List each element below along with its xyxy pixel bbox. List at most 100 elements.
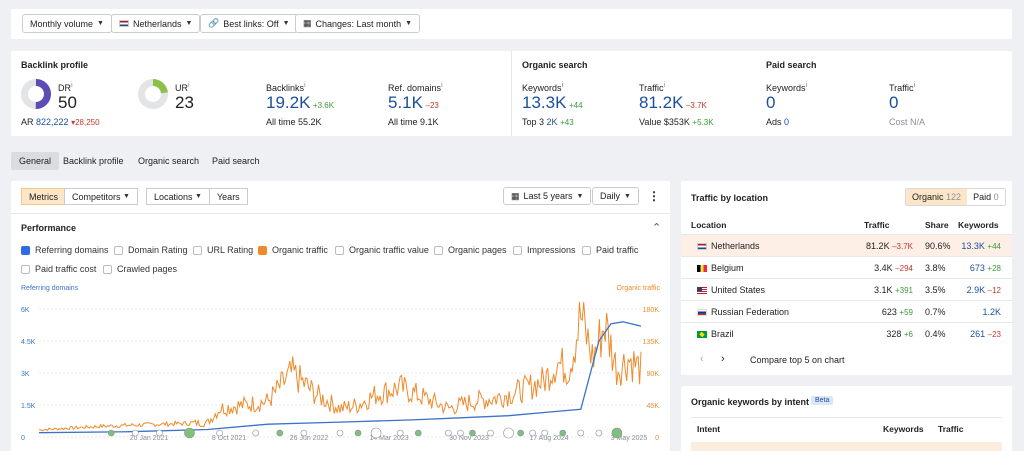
row-traffic: 3.4K –294 xyxy=(874,263,913,273)
row-traffic: 81.2K –3.7K xyxy=(866,241,913,251)
us-flag-icon xyxy=(697,287,707,294)
segment-competitors[interactable]: Competitors ▼ xyxy=(64,188,138,205)
annotation-marker xyxy=(457,429,464,437)
table-row[interactable]: Russian Federation 623 +59 0.7% 1.2K xyxy=(681,300,1012,322)
toggle-organic[interactable]: Organic 122 xyxy=(906,189,968,205)
location-header: Location Traffic Share Keywords xyxy=(681,217,1012,235)
tab-paid-search[interactable]: Paid search xyxy=(212,156,260,166)
checkbox-box xyxy=(335,245,344,255)
backlinks-label: Backlinksi xyxy=(266,80,306,93)
dr-value: 50 xyxy=(58,93,77,112)
checkbox-impressions[interactable]: Impressions xyxy=(513,245,576,255)
checkbox-box xyxy=(114,245,123,255)
be-flag-icon xyxy=(697,265,707,272)
x-tick-label: 26 Jun 2022 xyxy=(290,435,329,442)
organic-traffic-label: Traffici xyxy=(639,80,666,93)
chevron-down-icon: ▼ xyxy=(195,193,202,200)
right-axis-label: Organic traffic xyxy=(616,285,660,292)
intent-header-intent: Intent xyxy=(697,424,721,434)
table-row[interactable]: Brazil 328 +6 0.4% 261 –23 xyxy=(681,322,1012,344)
checkbox-url-rating[interactable]: URL Rating xyxy=(193,245,253,255)
more-options-icon[interactable]: ⋮ xyxy=(648,189,660,203)
tab-general[interactable]: General xyxy=(11,152,60,170)
ref-domains-alltime: All time 9.1K xyxy=(388,117,439,127)
annotation-marker xyxy=(517,429,524,437)
checkbox-referring-domains[interactable]: Referring domains xyxy=(21,245,109,255)
toggle-paid[interactable]: Paid 0 xyxy=(973,192,999,202)
country-dropdown[interactable]: Netherlands ▼ xyxy=(111,14,201,33)
header-traffic[interactable]: Traffic xyxy=(864,220,890,230)
chevron-down-icon: ▼ xyxy=(97,20,104,27)
netherlands-flag-icon xyxy=(119,20,129,27)
dr-label: DRi xyxy=(58,80,73,93)
checkbox-organic-traffic[interactable]: Organic traffic xyxy=(258,245,328,255)
header-location[interactable]: Location xyxy=(691,220,727,230)
table-row[interactable]: United States 3.1K +391 3.5% 2.9K –12 xyxy=(681,278,1012,300)
paid-traffic-value[interactable]: 0 xyxy=(889,93,899,112)
tab-organic-search[interactable]: Organic search xyxy=(138,156,200,166)
checkbox-crawled-pages[interactable]: Crawled pages xyxy=(103,264,177,274)
period-label: Last 5 years xyxy=(523,191,573,201)
row-location: Belgium xyxy=(711,263,744,273)
organic-traffic-line xyxy=(38,301,642,432)
annotation-marker xyxy=(445,429,452,437)
ref-domains-label: Ref. domainsi xyxy=(388,80,443,93)
performance-chart[interactable]: 6K 180K 4.5K 135K 3K 90K 1.5K 45K 0 0 20 Jan 2021 8… xyxy=(11,299,670,451)
segment-group: Metrics Competitors ▼ Locations ▼ Years xyxy=(21,188,251,205)
intent-divider xyxy=(691,417,1002,418)
interval-dropdown[interactable]: Daily ▼ xyxy=(592,187,639,205)
intent-header-keywords: Keywords xyxy=(883,424,924,434)
x-tick-label: 20 Jan 2021 xyxy=(130,435,169,442)
checkbox-box xyxy=(582,245,591,255)
changes-dropdown[interactable]: ▦ Changes: Last month ▼ xyxy=(295,14,421,33)
compare-link[interactable]: Compare top 5 on chart xyxy=(750,355,845,365)
calendar-icon: ▦ xyxy=(303,18,312,28)
ur-arc xyxy=(138,79,168,109)
referring-domains-line xyxy=(38,321,642,434)
prev-page-icon[interactable]: ‹ xyxy=(700,353,704,365)
annotation-marker xyxy=(469,429,476,437)
checkbox-paid-traffic-cost[interactable]: Paid traffic cost xyxy=(21,264,96,274)
annotation-marker xyxy=(577,429,585,437)
next-page-icon[interactable]: › xyxy=(721,353,725,365)
table-row[interactable]: Netherlands 81.2K –3.7K 90.6% 13.3K +44 xyxy=(681,234,1012,256)
collapse-icon[interactable]: ⌃ xyxy=(652,222,662,234)
paid-keywords-value[interactable]: 0 xyxy=(766,93,776,112)
checkbox-paid-traffic[interactable]: Paid traffic xyxy=(582,245,638,255)
checkbox-organic-traffic-value[interactable]: Organic traffic value xyxy=(335,245,429,255)
row-keywords: 1.2K xyxy=(982,307,1001,317)
annotation-marker xyxy=(184,427,195,439)
header-keywords[interactable]: Keywords xyxy=(958,220,999,230)
organic-keywords-value-row[interactable]: 13.3K +44 xyxy=(522,93,583,112)
intent-header-traffic: Traffic xyxy=(938,424,964,434)
checkbox-organic-pages[interactable]: Organic pages xyxy=(434,245,507,255)
annotation-marker xyxy=(529,429,536,437)
header-share[interactable]: Share xyxy=(925,220,949,230)
organic-value: Value $353K +5.3K xyxy=(639,117,714,127)
volume-dropdown[interactable]: Monthly volume ▼ xyxy=(22,14,112,33)
tab-backlink-profile[interactable]: Backlink profile xyxy=(63,156,124,166)
br-flag-icon xyxy=(697,331,707,338)
performance-title: Performance xyxy=(21,223,77,233)
organic-traffic-value-row[interactable]: 81.2K –3.7K xyxy=(639,93,707,112)
segment-years[interactable]: Years xyxy=(209,188,248,205)
ref-domains-value-row[interactable]: 5.1K –23 xyxy=(388,93,439,112)
annotation-marker xyxy=(503,427,514,439)
annotation-marker xyxy=(300,429,308,437)
checkbox-domain-rating[interactable]: Domain Rating xyxy=(114,245,188,255)
right-tick-label: 180K xyxy=(643,307,660,314)
annotation-marker xyxy=(107,429,115,437)
segment-locations[interactable]: Locations ▼ xyxy=(146,188,210,205)
paid-cost: Cost N/A xyxy=(889,117,926,127)
left-tick-label: 4.5K xyxy=(21,339,36,346)
row-traffic: 623 +59 xyxy=(881,307,913,317)
organic-search-title: Organic search xyxy=(522,60,588,70)
table-row[interactable]: Belgium 3.4K –294 3.8% 673 +28 xyxy=(681,256,1012,278)
backlinks-value-row[interactable]: 19.2K +3.6K xyxy=(266,93,335,112)
paid-keywords-label: Keywordsi xyxy=(766,80,808,93)
best-links-dropdown[interactable]: 🔗 Best links: Off ▼ xyxy=(200,14,298,33)
segment-metrics[interactable]: Metrics xyxy=(21,188,66,205)
volume-label: Monthly volume xyxy=(30,18,94,29)
row-share: 0.7% xyxy=(925,307,946,317)
period-dropdown[interactable]: ▦ Last 5 years ▼ xyxy=(503,187,592,205)
